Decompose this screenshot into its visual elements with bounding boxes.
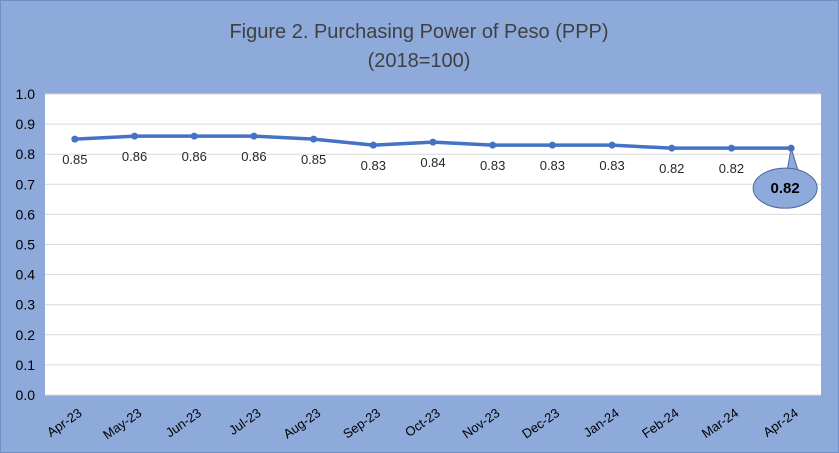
x-tick-label: Nov-23 [459, 405, 502, 441]
data-point [71, 135, 79, 143]
data-point [131, 132, 139, 140]
data-point [190, 132, 198, 140]
data-label: 0.86 [182, 149, 207, 164]
x-tick-label: Feb-24 [639, 405, 681, 441]
data-label: 0.82 [659, 161, 684, 176]
data-label: 0.85 [301, 152, 326, 167]
data-point [608, 141, 616, 149]
data-point [489, 141, 497, 149]
chart-title: Figure 2. Purchasing Power of Peso (PPP) [229, 21, 608, 43]
y-tick-label: 0.3 [16, 297, 36, 313]
x-tick-label: Oct-23 [402, 405, 443, 440]
x-tick-label: Jan-24 [581, 405, 622, 440]
data-point [369, 141, 377, 149]
data-point [429, 138, 437, 146]
x-tick-label: Jul-23 [226, 405, 264, 438]
data-label: 0.85 [62, 152, 87, 167]
x-tick-label: Dec-23 [519, 405, 562, 441]
data-labels: 0.85 0.86 0.86 0.86 0.85 0.83 0.84 0.83 0.83 0.83… [62, 149, 744, 176]
data-point [250, 132, 258, 140]
x-tick-label: Aug-23 [280, 405, 323, 441]
series-line-group [71, 132, 795, 152]
y-tick-label: 0.7 [16, 176, 36, 192]
x-axis: Apr-23 May-23 Jun-23 Jul-23 Aug-23 Sep-23 Oct-… [44, 405, 801, 442]
y-tick-label: 1.0 [16, 86, 36, 102]
callout-group: 0.82 [752, 148, 818, 209]
data-point [310, 135, 318, 143]
data-label: 0.83 [599, 158, 624, 173]
callout-bubble [752, 167, 818, 209]
x-tick-label: Apr-23 [44, 405, 85, 440]
y-tick-label: 0.4 [16, 267, 36, 283]
data-label: 0.86 [241, 149, 266, 164]
y-tick-label: 0.5 [16, 237, 36, 253]
y-axis: 0.0 0.1 0.2 0.3 0.4 0.5 0.6 0.7 0.8 0.9 1.0 [16, 86, 36, 403]
y-tick-label: 0.9 [16, 116, 36, 132]
y-tick-label: 0.2 [16, 327, 36, 343]
x-tick-label: Jun-23 [163, 405, 204, 440]
data-point [548, 141, 556, 149]
data-label: 0.84 [420, 155, 445, 170]
y-tick-label: 0.6 [16, 206, 36, 222]
y-tick-label: 0.0 [16, 387, 36, 403]
callout-label: 0.82 [771, 180, 800, 197]
x-tick-label: Sep-23 [340, 405, 383, 441]
data-label: 0.83 [361, 158, 386, 173]
data-label: 0.83 [480, 158, 505, 173]
y-tick-label: 0.8 [16, 146, 36, 162]
y-tick-label: 0.1 [16, 357, 36, 373]
grid-lines [45, 93, 821, 396]
x-tick-label: May-23 [100, 405, 144, 442]
data-label: 0.83 [540, 158, 565, 173]
data-point [668, 144, 676, 152]
x-tick-label: Mar-24 [699, 405, 741, 441]
data-label: 0.82 [719, 161, 744, 176]
data-label: 0.86 [122, 149, 147, 164]
chart-subtitle: (2018=100) [368, 50, 471, 72]
data-point [727, 144, 735, 152]
x-tick-label: Apr-24 [760, 405, 801, 440]
